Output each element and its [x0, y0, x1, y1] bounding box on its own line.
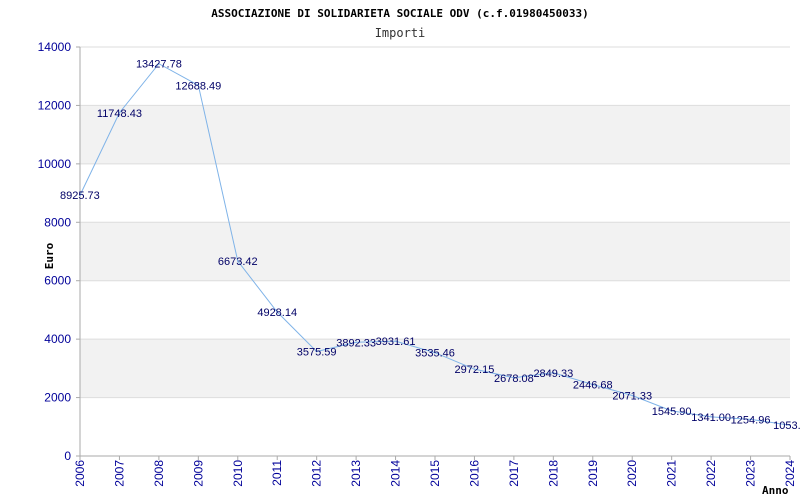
y-tick-label: 2000: [44, 391, 71, 405]
data-label: 2446.68: [573, 380, 613, 392]
data-point: [434, 351, 436, 354]
y-tick-label: 10000: [38, 157, 72, 171]
x-tick-label: 2006: [73, 460, 87, 487]
data-point: [197, 84, 200, 87]
data-point: [552, 371, 555, 374]
data-point: [749, 418, 752, 421]
x-tick-label: 2015: [428, 460, 442, 487]
data-label: 1053.8: [773, 420, 800, 432]
axes: [76, 46, 791, 460]
y-tick-label: 12000: [38, 98, 72, 112]
data-point: [394, 340, 397, 342]
data-label: 2972.15: [455, 364, 495, 376]
data-label: 3931.61: [376, 336, 416, 348]
data-point: [158, 62, 160, 65]
data-label: 6673.42: [218, 256, 258, 268]
data-label: 12688.49: [175, 80, 221, 92]
data-label: 8925.73: [60, 190, 100, 202]
data-label: 2849.33: [533, 368, 573, 380]
x-tick-label: 2008: [152, 460, 166, 487]
data-point: [79, 194, 81, 197]
data-label: 4928.14: [257, 307, 297, 319]
x-tick-label: 2018: [546, 460, 560, 487]
data-point: [276, 311, 279, 313]
y-tick-label: 8000: [44, 215, 71, 229]
y-tick-labels: 0 2000 4000 6000 8000 10000 12000 14000: [38, 40, 72, 463]
data-point: [670, 410, 673, 412]
data-label: 1254.96: [731, 414, 771, 426]
x-tick-label: 2016: [467, 460, 481, 487]
plot-band: [80, 105, 790, 164]
chart-subtitle: Importi: [375, 26, 426, 40]
data-point: [631, 394, 634, 397]
data-label: 3892.33: [336, 337, 376, 349]
x-tick-label: 2022: [704, 460, 718, 487]
data-label: 3535.46: [415, 348, 455, 360]
data-label: 1545.90: [652, 406, 692, 418]
data-point: [236, 260, 239, 262]
y-tick-label: 14000: [38, 40, 72, 54]
x-tick-label: 2021: [665, 460, 679, 487]
x-tick-label: 2014: [389, 460, 403, 487]
data-label: 11748.43: [97, 108, 142, 120]
y-tick-label: 4000: [44, 332, 71, 346]
data-point: [118, 111, 121, 114]
data-label: 2071.33: [612, 390, 652, 402]
x-axis-title: Anno: [762, 484, 789, 497]
data-point: [315, 350, 318, 353]
x-tick-label: 2023: [744, 460, 758, 487]
data-point: [355, 341, 357, 344]
plot-band: [80, 339, 790, 398]
x-tick-label: 2019: [586, 460, 600, 487]
data-label: 3575.59: [297, 347, 337, 359]
series-layer: [79, 62, 791, 427]
data-labels: 8925.73 11748.43 13427.78 12688.49 6673.42 49…: [60, 59, 800, 432]
data-label: 2678.08: [494, 373, 534, 385]
y-tick-label: 6000: [44, 274, 71, 288]
plot-band: [80, 222, 790, 281]
data-point: [513, 376, 515, 379]
plot-bands: [80, 105, 790, 398]
data-label: 1341.00: [691, 412, 731, 424]
x-tick-label: 2013: [349, 460, 363, 487]
data-point: [789, 424, 791, 427]
x-tick-label: 2020: [625, 460, 639, 487]
x-tick-label: 2012: [310, 460, 324, 487]
x-tick-label: 2010: [231, 460, 245, 487]
x-tick-label: 2017: [507, 460, 521, 487]
x-tick-label: 2011: [270, 460, 284, 486]
x-tick-label: 2007: [112, 460, 126, 487]
y-tick-label: 0: [64, 449, 71, 463]
chart-title: ASSOCIAZIONE DI SOLIDARIETA SOCIALE ODV …: [211, 7, 589, 20]
y-axis-title: Euro: [43, 242, 56, 269]
data-label: 13427.78: [136, 59, 182, 71]
data-point: [473, 368, 476, 370]
data-point: [591, 383, 594, 386]
data-point: [710, 416, 712, 418]
x-tick-label: 2009: [191, 460, 205, 487]
x-tick-label: 2024: [783, 460, 797, 487]
x-tick-labels: 2006 2007 2008 2009 2010 2011 2012 2013 2014 2015…: [73, 460, 797, 487]
